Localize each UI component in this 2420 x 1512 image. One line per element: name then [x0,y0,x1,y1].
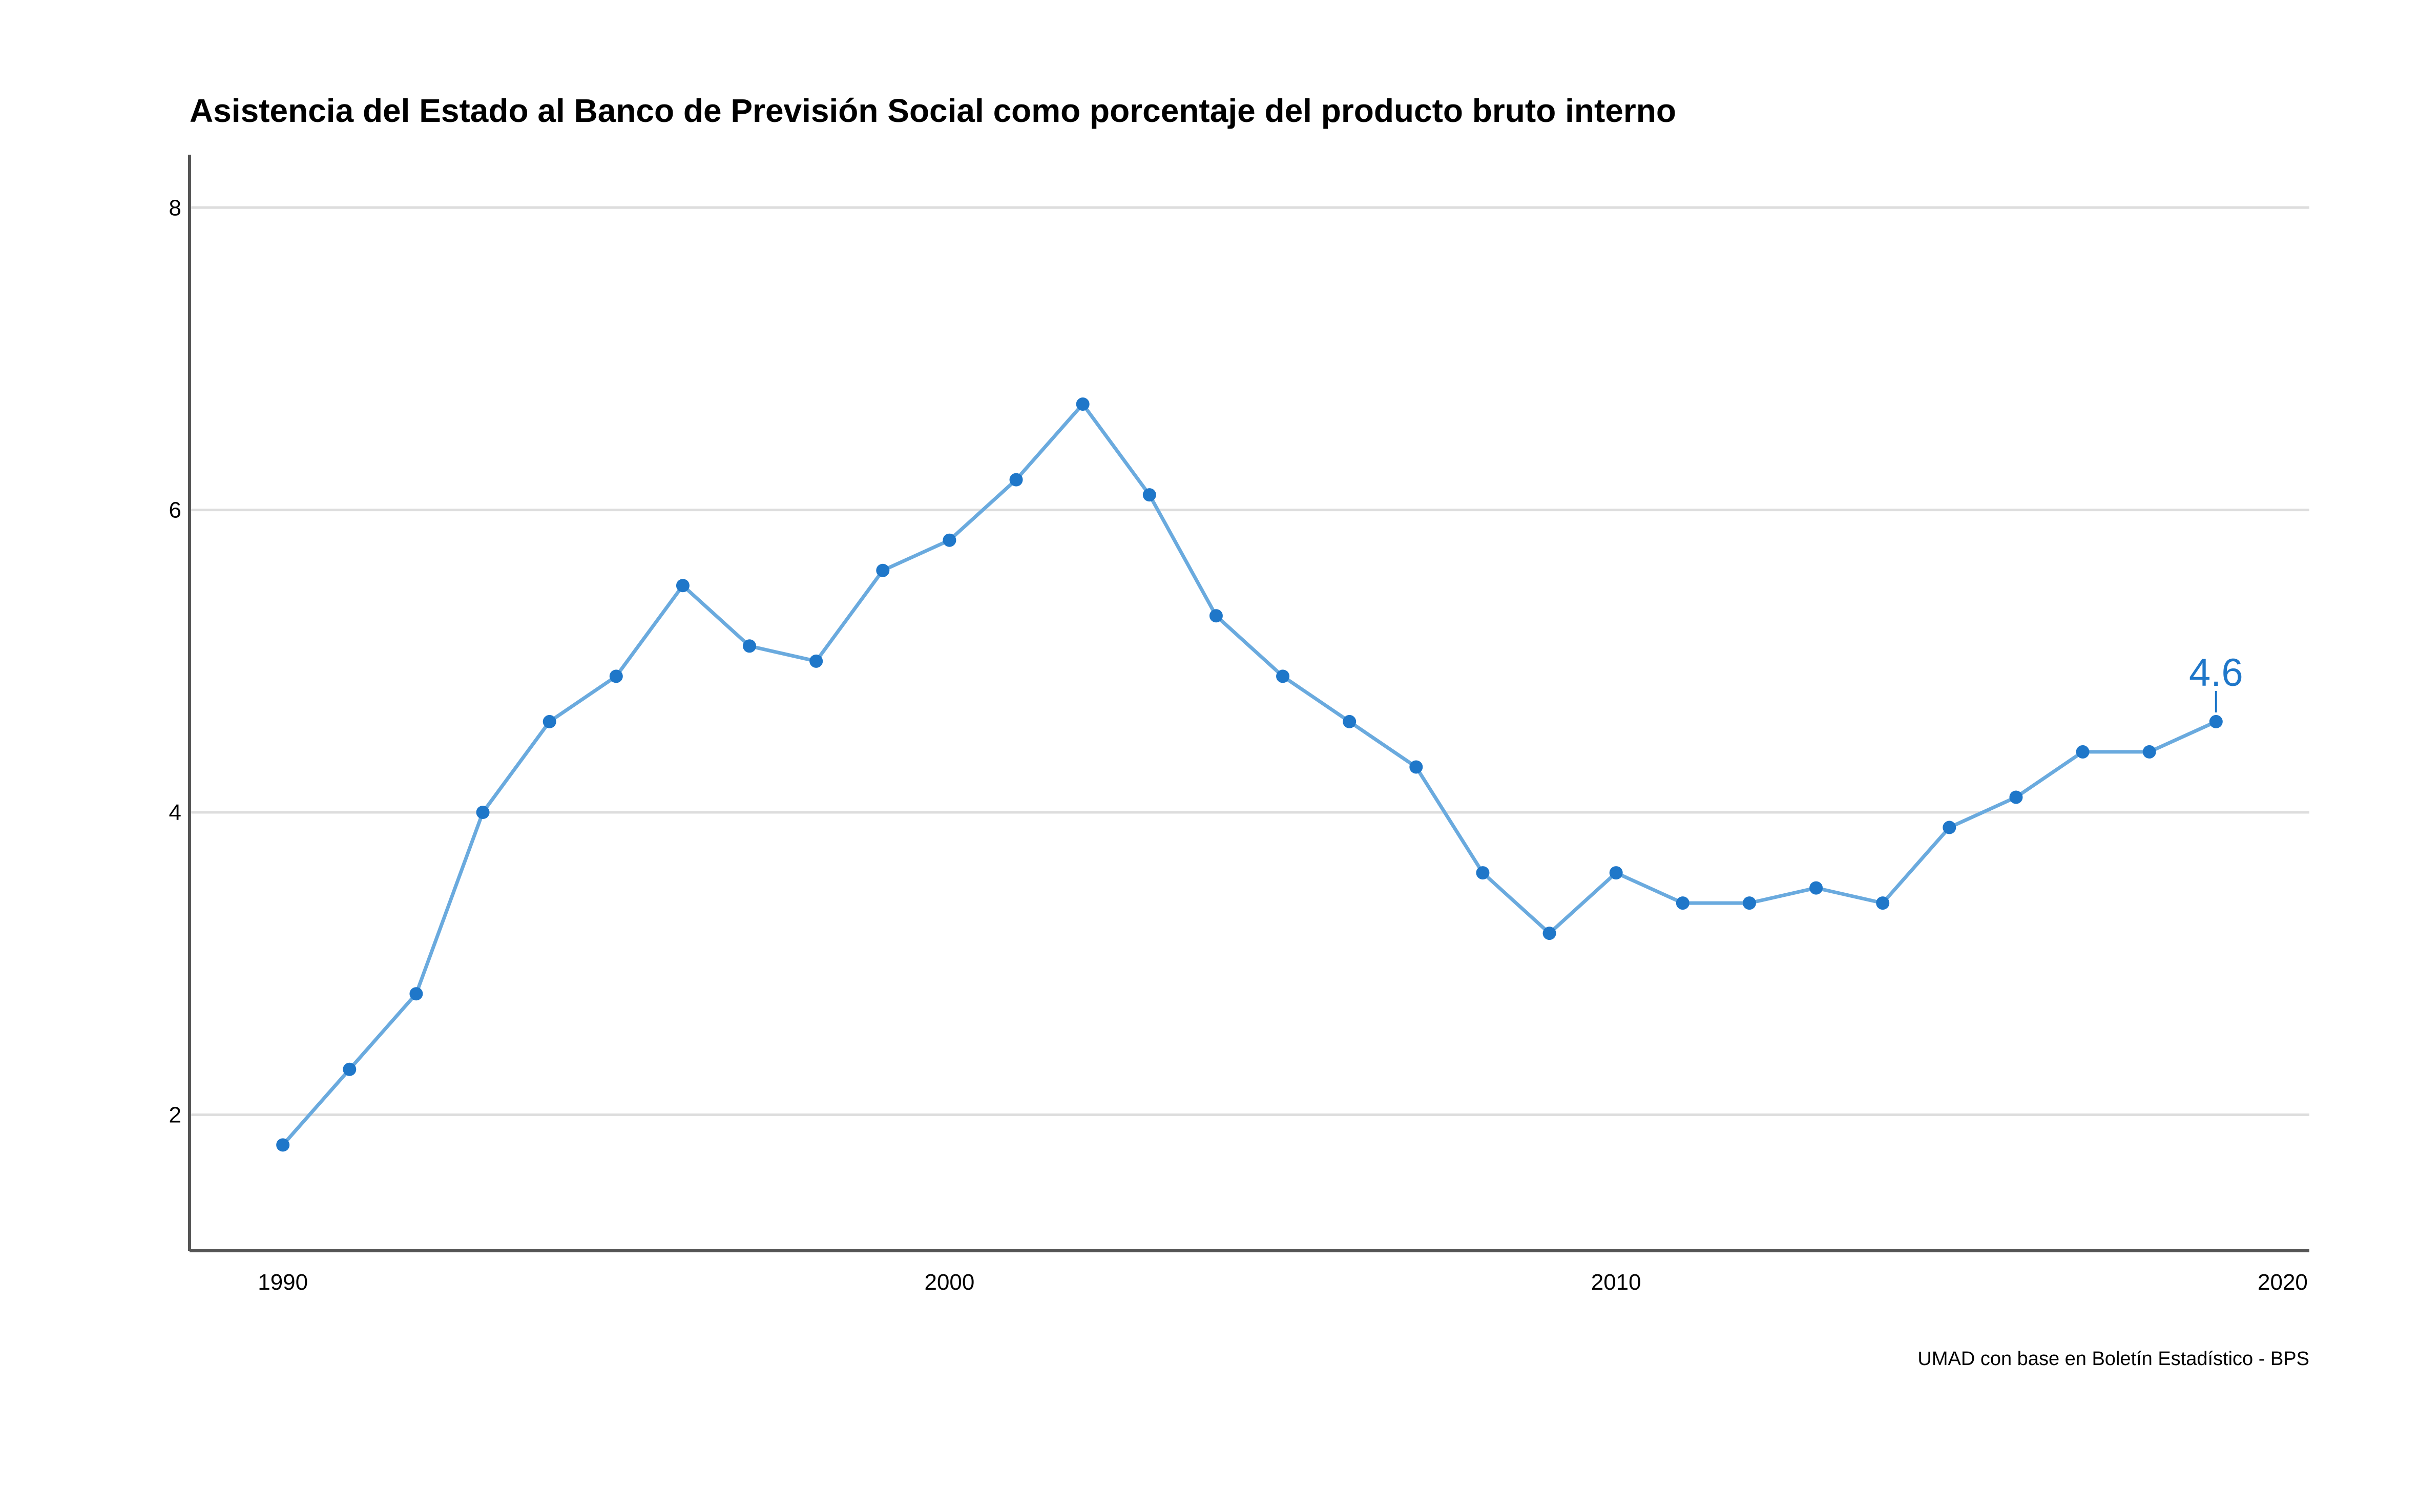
x-axis-ticks: 1990 2000 2010 2020 [258,1270,2308,1295]
data-point [1209,609,1223,623]
data-point [1343,715,1357,728]
data-point [1742,896,1756,910]
data-point [943,533,956,547]
data-point [1809,881,1823,895]
y-tick-label: 2 [169,1102,181,1127]
series-line [281,402,2218,1147]
y-axis-ticks: 2 4 6 8 [169,195,181,1127]
data-point [1876,896,1890,910]
data-point [1409,760,1423,774]
annotation-layer: 4.6 [2189,651,2243,712]
data-point [1542,927,1556,940]
data-point [1476,866,1490,880]
x-tick-label: 2010 [1591,1270,1641,1295]
data-point [876,563,890,577]
chart-title: Asistencia del Estado al Banco de Previs… [190,92,1676,129]
data-point [1009,473,1023,487]
data-point [1943,821,1956,834]
data-point [1142,488,1156,502]
data-point [476,806,490,819]
data-point [2209,715,2223,728]
data-point [743,639,757,653]
data-point [1276,669,1290,683]
data-point [1676,896,1689,910]
data-point [676,579,690,593]
data-point [1076,397,1090,411]
data-point [2009,790,2023,804]
data-point [809,654,823,668]
y-tick-label: 8 [169,195,181,220]
data-point [276,1138,290,1152]
data-point [1609,866,1623,880]
chart-caption: UMAD con base en Boletín Estadístico - B… [1917,1348,2309,1370]
data-point [2076,745,2090,759]
x-tick-label: 2000 [924,1270,974,1295]
data-point [343,1062,357,1076]
x-tick-label: 1990 [258,1270,308,1295]
x-tick-label: 2020 [2258,1270,2308,1295]
y-tick-label: 4 [169,800,181,825]
annotation-label: 4.6 [2189,651,2243,695]
data-point [409,987,423,1001]
y-tick-label: 6 [169,498,181,523]
data-point [609,669,623,683]
data-point [543,715,556,728]
gridlines [190,206,2309,1116]
series-layer [276,397,2223,1152]
data-point [2142,745,2156,759]
